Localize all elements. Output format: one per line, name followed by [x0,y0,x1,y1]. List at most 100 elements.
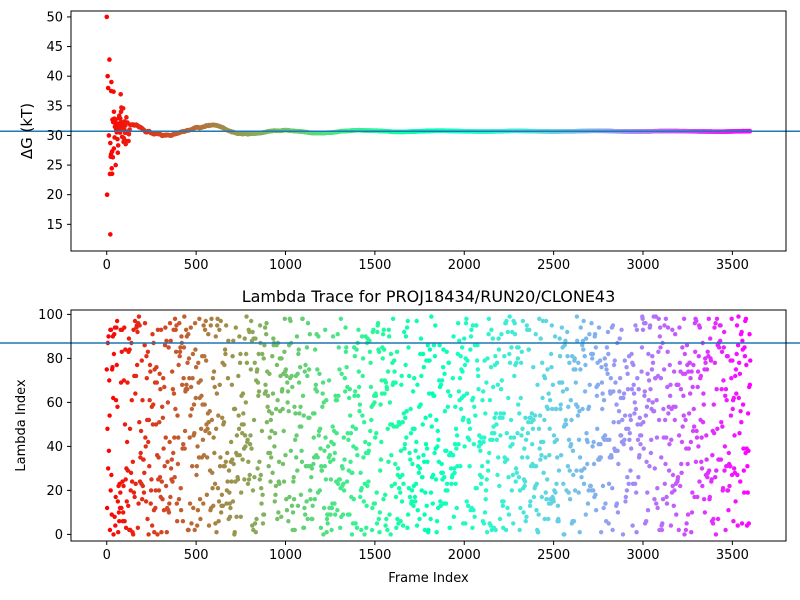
lambda-point [395,516,400,522]
lambda-point [438,499,443,504]
lambda-point [548,351,554,357]
lambda-point [391,358,397,363]
lambda-point [523,437,529,442]
lambda-point [582,466,587,471]
lambda-point [429,314,434,319]
lambda-point [304,345,310,350]
lambda-point [571,519,577,524]
lambda-point [433,477,439,482]
lambda-point [407,450,412,456]
lambda-point [483,411,488,416]
lambda-point [663,316,669,321]
lambda-point [473,413,478,418]
lambda-point [225,450,230,456]
lambda-point [573,380,578,385]
lambda-point [115,404,120,409]
delta-g-point [109,166,115,171]
lambda-point [157,371,162,376]
lambda-point [263,332,269,337]
lambda-point [652,497,657,502]
lambda-point [246,459,251,464]
lambda-point [682,351,688,357]
lambda-point [137,323,142,328]
lambda-point [376,516,382,522]
lambda-point [222,362,227,368]
lambda-point [714,316,720,321]
lambda-point [245,437,250,442]
lambda-point [165,459,170,464]
lambda-point [383,492,388,497]
lambda-point [626,426,631,431]
lambda-point [360,373,365,379]
lambda-point [550,382,556,387]
lambda-point [494,422,499,427]
lambda-point [118,490,123,495]
lambda-point [346,395,352,401]
delta-g-point [118,109,124,115]
lambda-point [321,532,326,537]
lambda-point [676,382,681,387]
lambda-point [143,435,148,440]
lambda-point [427,391,432,396]
lambda-point [455,321,461,326]
lambda-point [661,406,666,412]
lambda-point [562,343,567,348]
lambda-point [111,532,116,537]
lambda-point [156,455,161,460]
lambda-point [616,461,621,467]
lambda-point [579,475,584,480]
lambda-point [123,525,129,530]
lambda-point [312,347,318,352]
lambda-point [465,358,470,363]
lambda-point [601,505,606,511]
lambda-point [475,343,480,348]
lambda-point [746,448,751,453]
lambda-trace-x-tick-label: 500 [184,548,209,563]
lambda-point [701,402,706,407]
lambda-point [496,347,502,352]
lambda-point [453,481,458,486]
lambda-point [418,336,424,341]
lambda-point [734,351,739,357]
delta-g-point [104,192,110,198]
lambda-point [478,481,484,486]
lambda-point [414,318,419,324]
lambda-point [537,316,542,321]
lambda-point [714,468,719,473]
lambda-point [248,318,254,324]
lambda-point [615,448,620,453]
lambda-point [592,332,598,337]
lambda-point [286,519,291,524]
lambda-point [493,527,498,533]
lambda-point [543,455,548,460]
lambda-point [265,404,270,409]
lambda-point [650,354,655,359]
lambda-point [242,336,247,341]
lambda-point [423,490,428,495]
delta-g-point [108,232,113,237]
lambda-point [584,431,589,436]
lambda-point [299,459,305,464]
lambda-point [741,490,747,495]
lambda-point [440,470,445,475]
lambda-point [114,325,119,330]
lambda-point [402,446,407,451]
lambda-point [681,413,686,418]
lambda-point [132,318,138,324]
lambda-point [558,453,564,458]
lambda-point [348,459,353,464]
lambda-point [251,417,257,423]
lambda-point [148,488,154,493]
lambda-point [484,380,489,385]
lambda-point [194,464,200,469]
lambda-point [153,422,159,427]
lambda-point [581,347,586,352]
lambda-point [264,321,269,326]
lambda-point [575,404,580,409]
lambda-point [693,459,699,464]
lambda-point [525,431,531,436]
lambda-point [204,492,210,497]
lambda-point [172,435,177,440]
lambda-point [505,329,511,335]
lambda-point [725,488,731,493]
